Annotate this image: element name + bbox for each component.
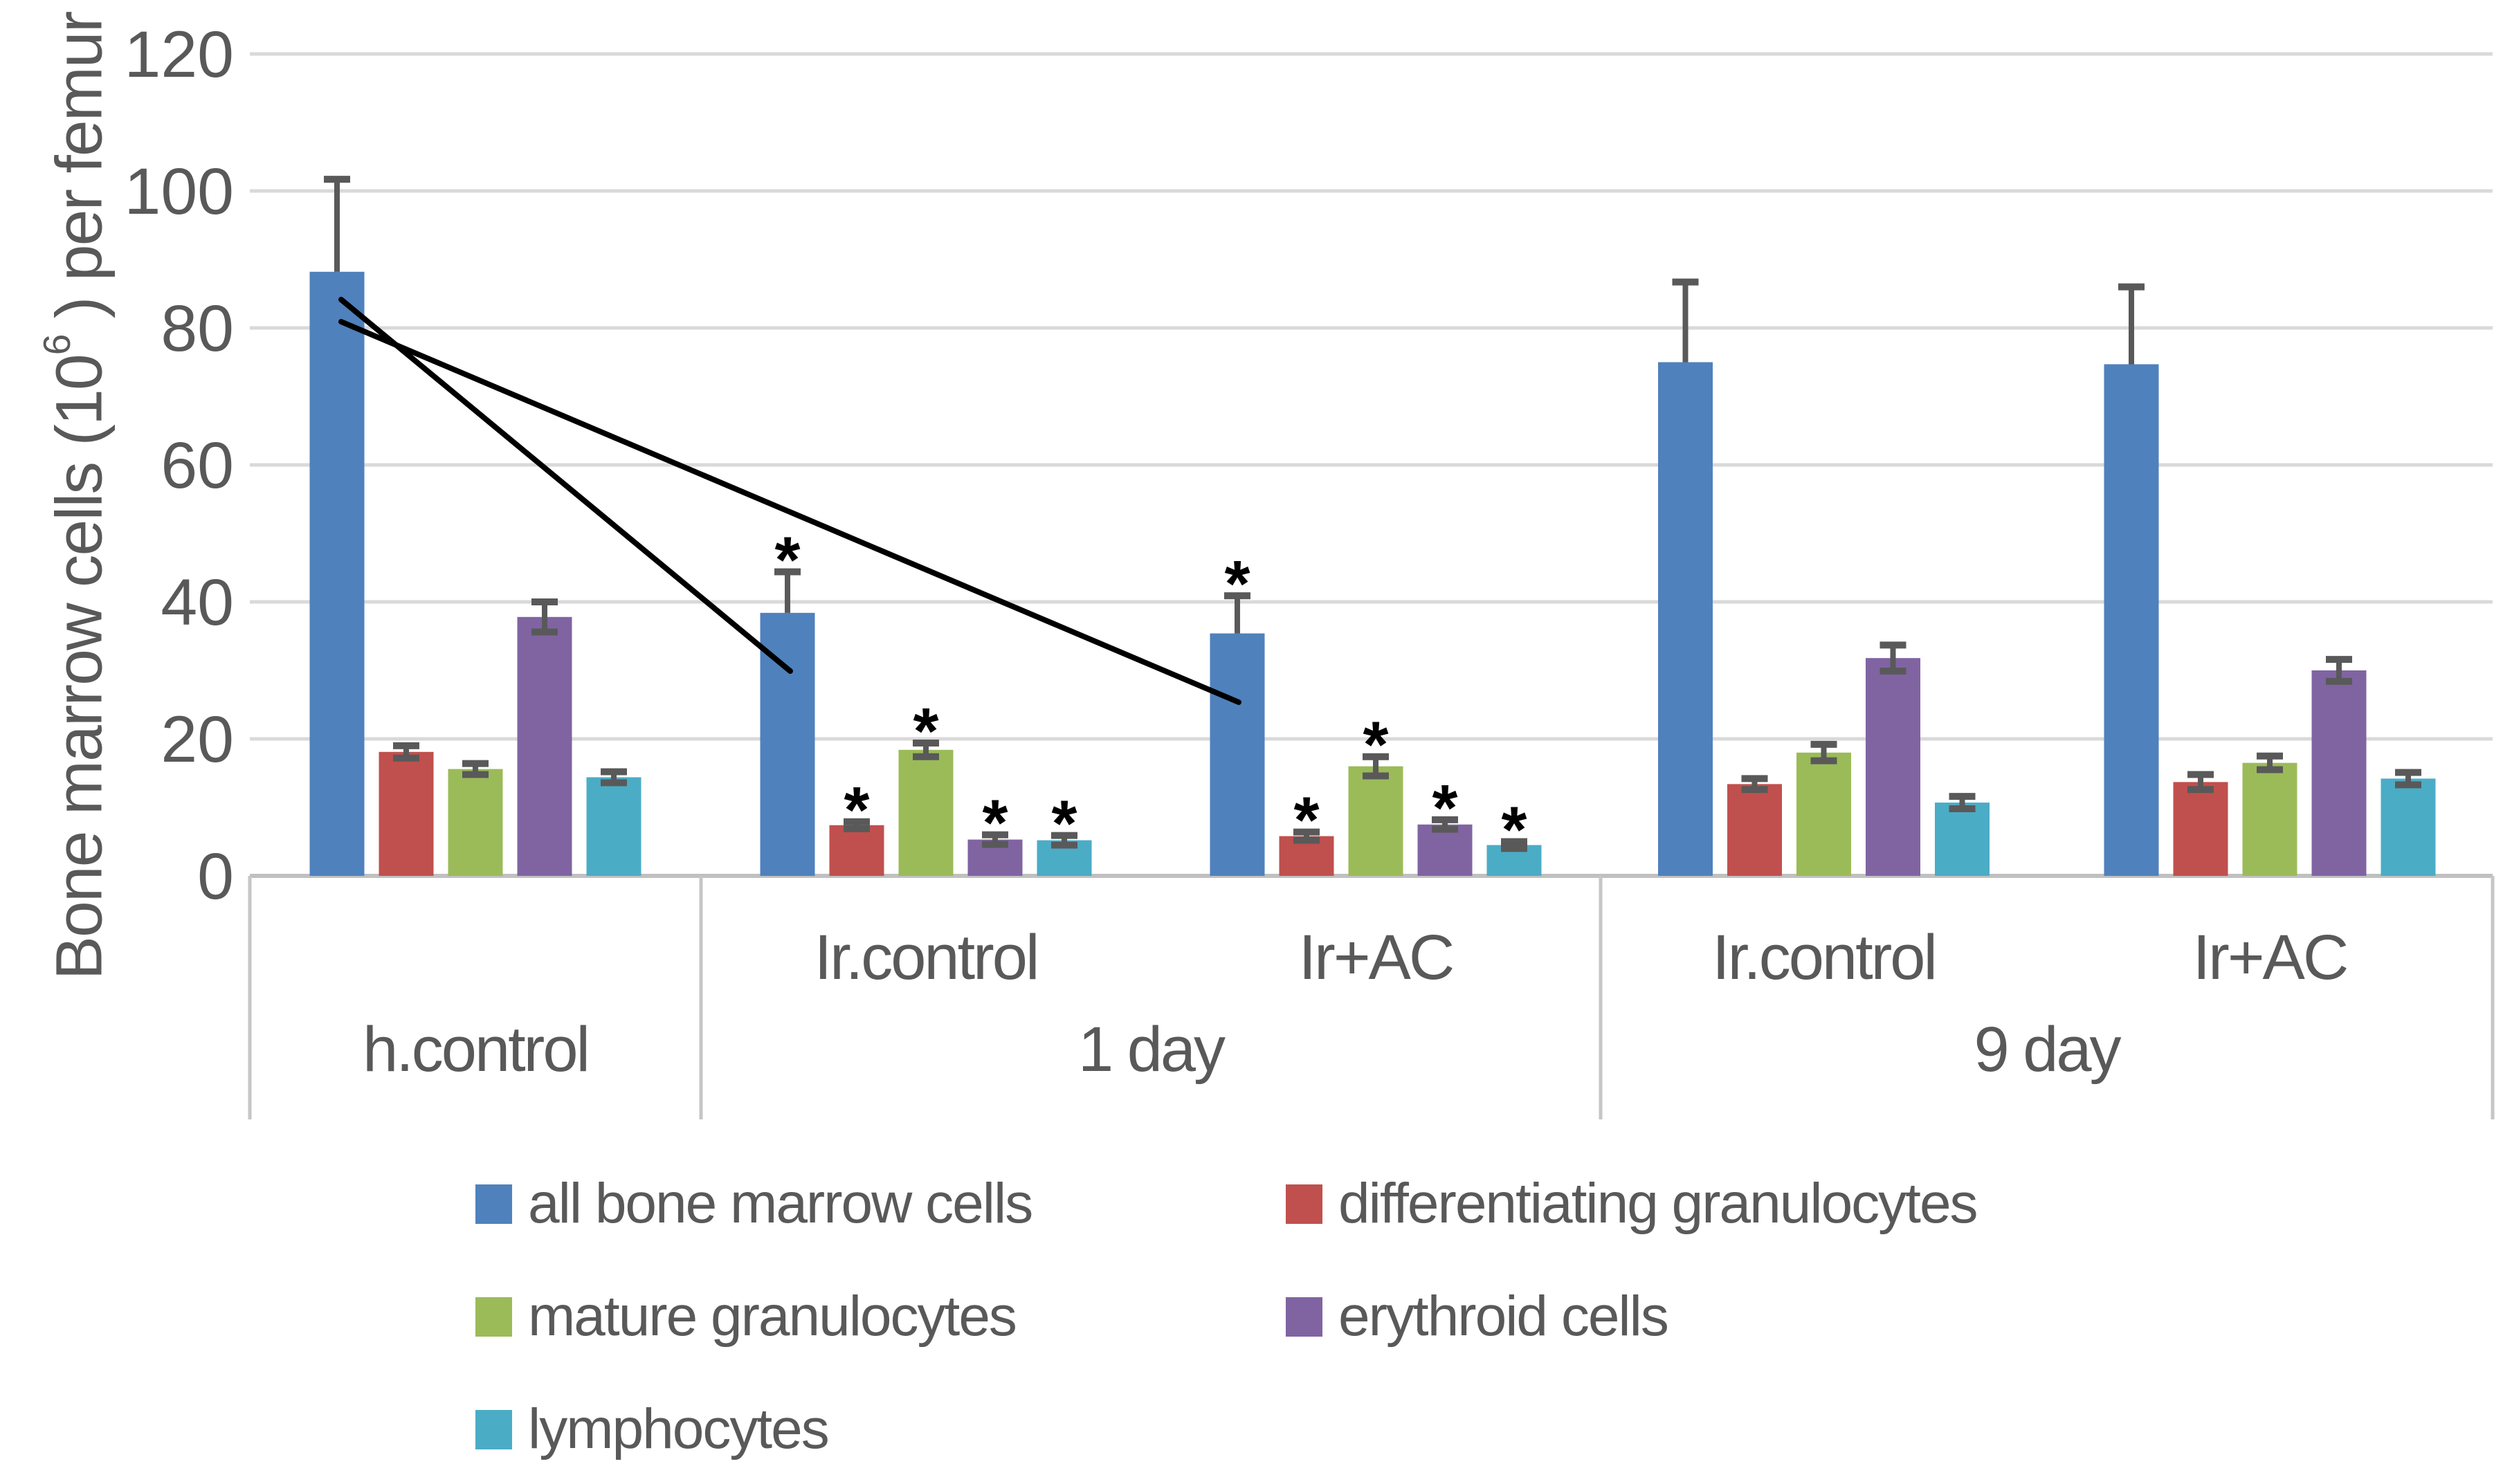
legend-item: differentiating granulocytes (1286, 1172, 1978, 1235)
significance-asterisk: * (1294, 784, 1320, 857)
category-sub-label: Ir.control (1712, 922, 1936, 993)
y-tick-label: 40 (161, 566, 234, 639)
category-section-label: 9 day (1974, 1014, 2121, 1085)
annotation-line (338, 319, 1241, 705)
bar (898, 749, 954, 876)
significance-asterisk: * (1052, 787, 1077, 861)
category-sub-label: Ir.control (814, 922, 1038, 993)
y-tick-label: 0 (197, 840, 234, 913)
legend-item: mature granulocytes (475, 1285, 1017, 1348)
significance-asterisk: * (983, 787, 1008, 860)
bar (517, 616, 572, 876)
significance-asterisk: * (1363, 708, 1389, 782)
bar (1935, 803, 1990, 876)
bar (2311, 670, 2367, 876)
bar (829, 825, 884, 876)
significance-asterisk: * (844, 773, 870, 847)
bar (586, 777, 641, 876)
bar (1866, 658, 1920, 876)
bar (1727, 784, 1782, 876)
y-tick-label: 120 (124, 18, 234, 91)
y-tick-label: 60 (161, 429, 234, 502)
legend-item: lymphocytes (475, 1398, 830, 1460)
bar (309, 271, 365, 876)
bar (1417, 824, 1473, 876)
legend-swatch (475, 1409, 512, 1449)
legend-label: erythroid cells (1338, 1285, 1669, 1348)
legend-label: all bone marrow cells (528, 1172, 1033, 1235)
significance-asterisk: * (1502, 794, 1527, 867)
category-section-label: 1 day (1078, 1014, 1226, 1085)
legend-label: lymphocytes (528, 1398, 830, 1460)
significance-asterisk: * (913, 695, 939, 768)
significance-asterisk: * (1432, 771, 1458, 845)
legend-label: differentiating granulocytes (1338, 1172, 1978, 1235)
legend-swatch (1286, 1297, 1322, 1337)
category-sub-label: Ir+AC (1299, 922, 1453, 993)
y-tick-label: 20 (161, 703, 234, 776)
category-sub-label: Ir+AC (2193, 922, 2347, 993)
legend-item: erythroid cells (1286, 1285, 1669, 1348)
legend-label: mature granulocytes (528, 1285, 1017, 1348)
bar (379, 751, 434, 876)
bar (1210, 633, 1265, 876)
bar (1796, 752, 1851, 876)
bar (1348, 766, 1403, 876)
significance-asterisk: * (775, 523, 801, 596)
y-tick-label: 100 (124, 155, 234, 228)
bar (2242, 762, 2297, 876)
legend-swatch (475, 1184, 512, 1224)
legend-swatch (1286, 1184, 1322, 1224)
bar (448, 769, 503, 876)
bar (2104, 364, 2159, 876)
significance-asterisk: * (1225, 547, 1250, 621)
category-section-label: h.control (363, 1014, 588, 1085)
y-tick-label: 80 (161, 292, 234, 365)
legend-item: all bone marrow cells (475, 1172, 1033, 1235)
annotation-line (338, 297, 793, 674)
bar (2173, 782, 2228, 876)
bar (2381, 778, 2436, 876)
legend-swatch (475, 1297, 512, 1337)
bar (1658, 362, 1713, 876)
